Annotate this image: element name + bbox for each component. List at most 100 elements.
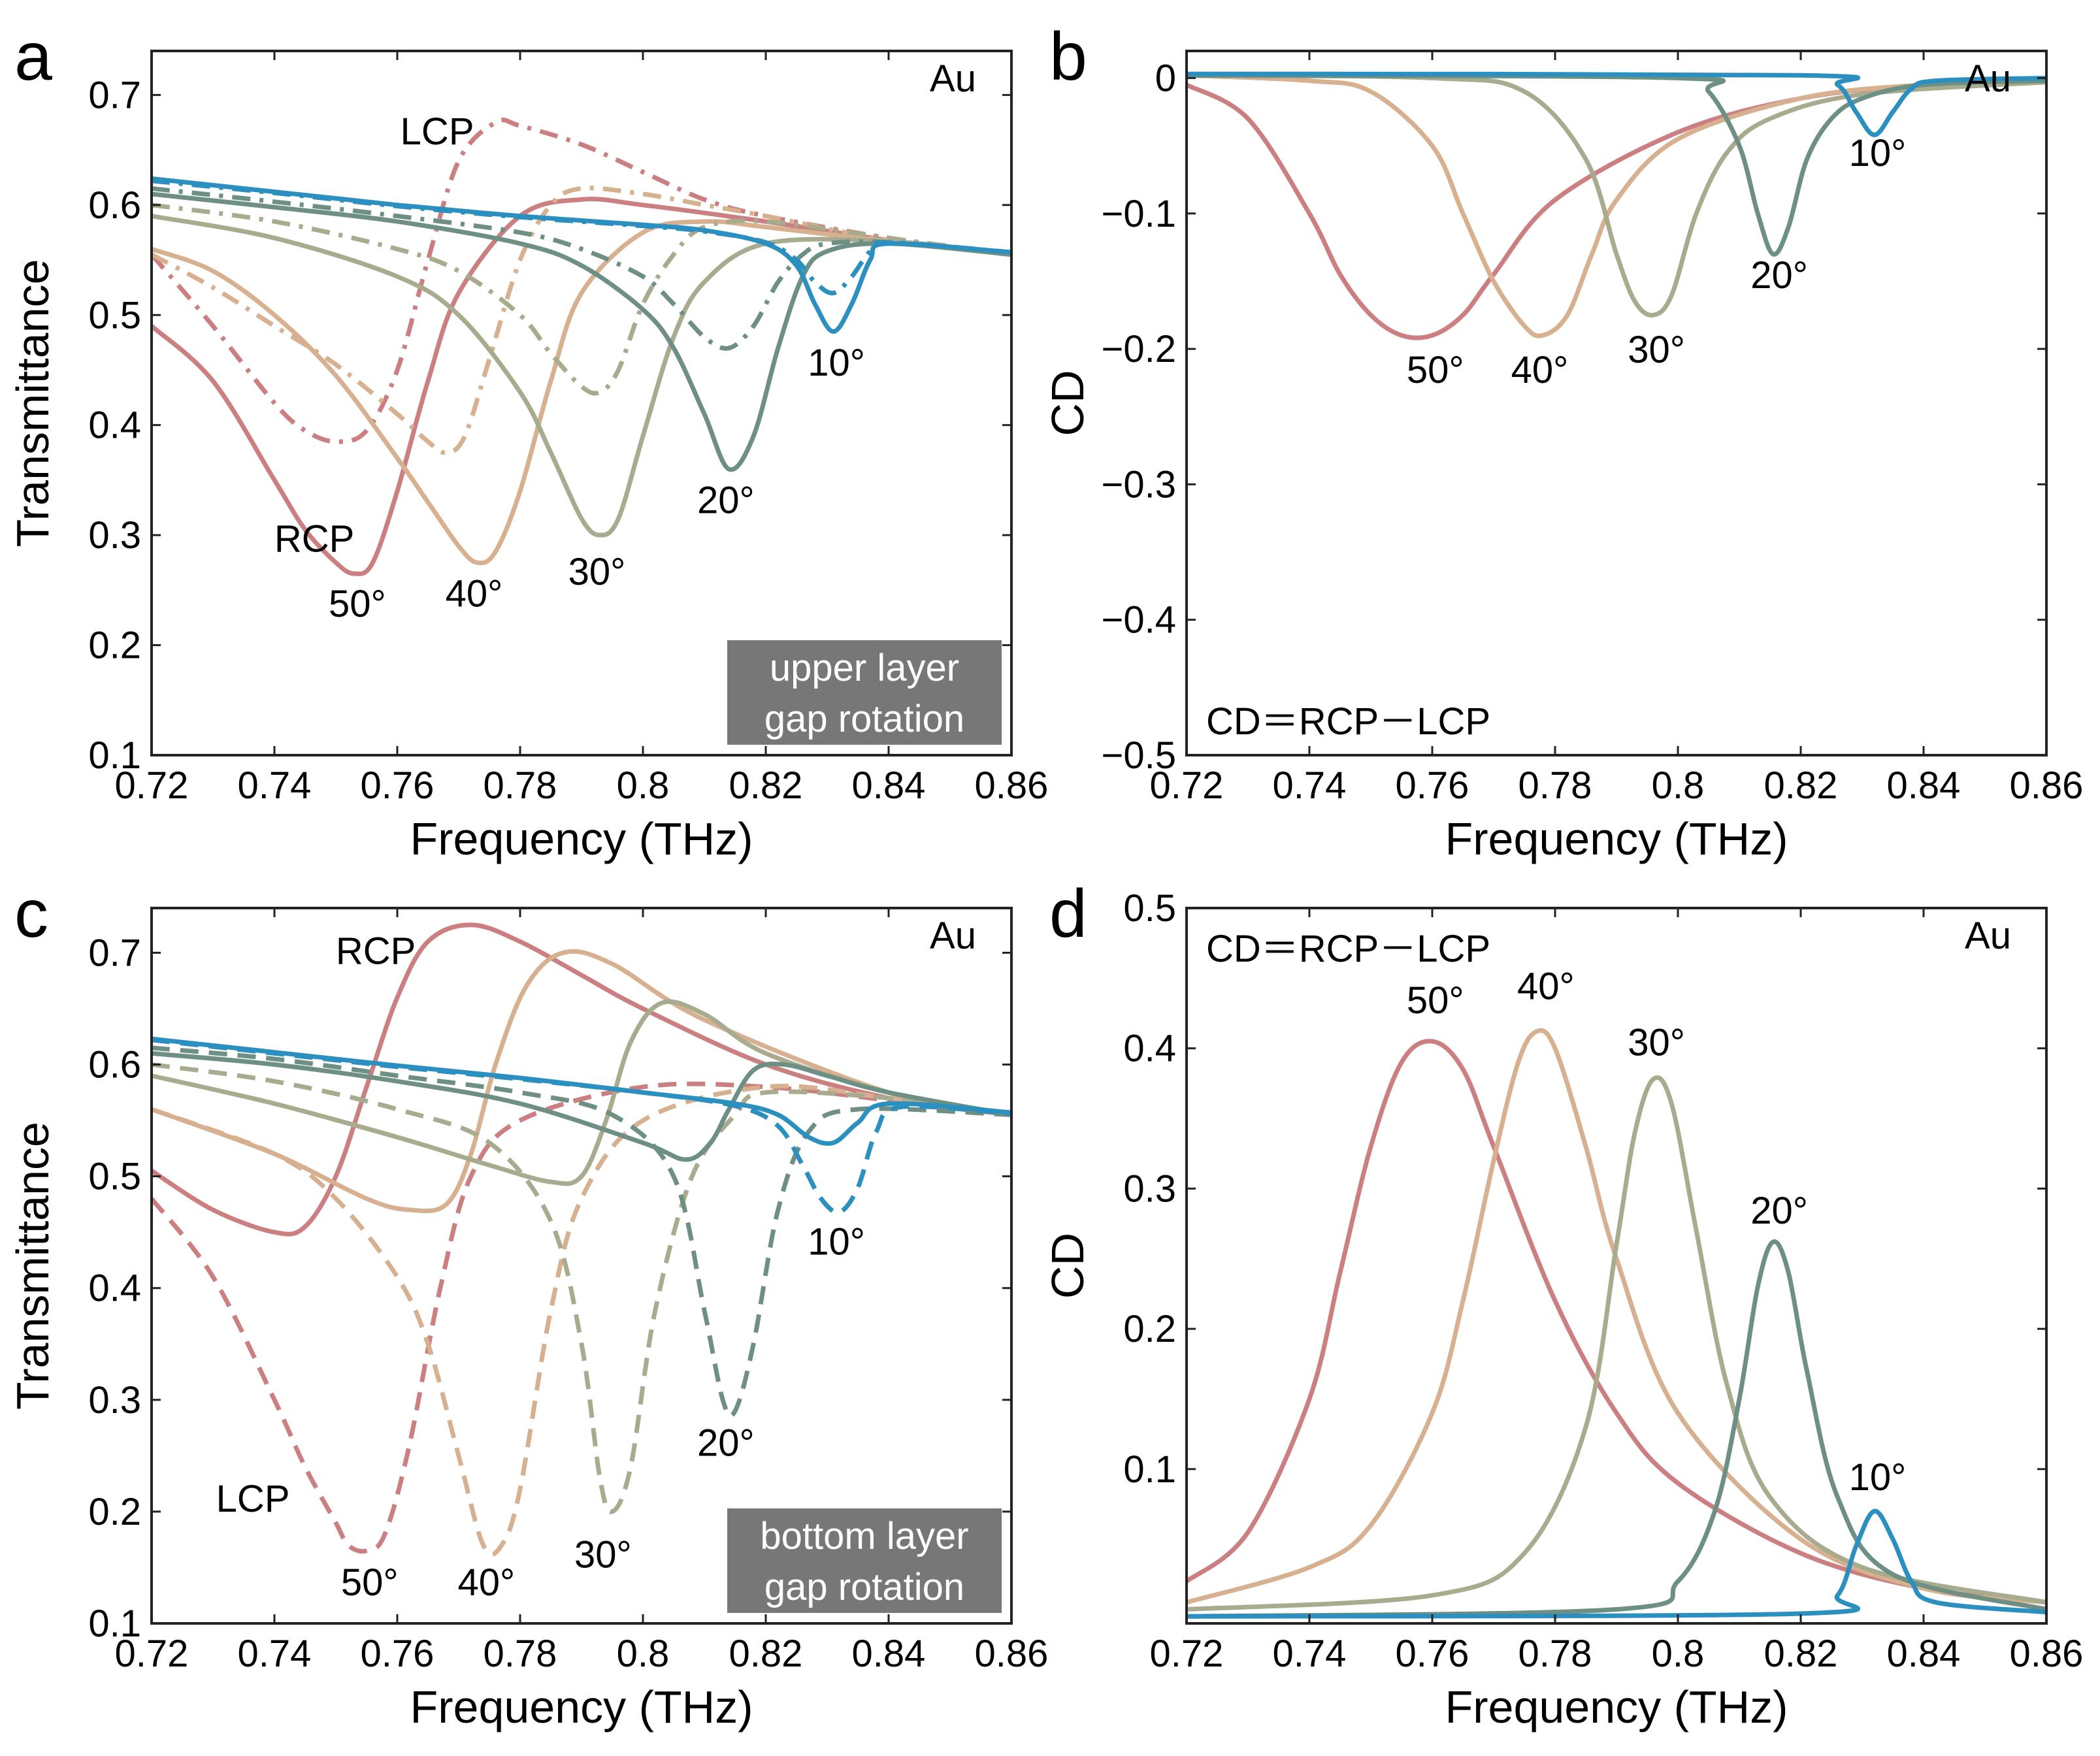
- series-line-20-: [1187, 73, 2046, 257]
- series-line-40-lcp: [152, 1084, 1011, 1557]
- series-line-40-lcp: [152, 186, 1011, 455]
- y-tick-label: 0.7: [88, 74, 141, 116]
- series-line-20-: [1187, 1239, 2046, 1619]
- series-line-40-: [1187, 73, 2046, 338]
- curve-label: RCP: [274, 517, 354, 560]
- x-tick-label: 0.76: [361, 1633, 435, 1675]
- x-tick-label: 0.78: [1518, 1633, 1592, 1675]
- series-line-50-: [1187, 78, 2046, 340]
- y-tick-label: 0.1: [88, 1602, 141, 1645]
- x-tick-label: 0.84: [1887, 764, 1961, 807]
- annotation-box: [727, 1508, 1002, 1613]
- series-line-40-: [1187, 1028, 2046, 1605]
- x-axis-title: Frequency (THz): [1445, 813, 1788, 864]
- series-line-40-rcp: [152, 219, 1011, 566]
- panel-d: 0.72 0.74 0.76 0.78 0.8 0.82 0.84 0.86 0.1 0.2 0.3…: [1042, 876, 2083, 1732]
- series-line-10-: [1187, 1508, 2046, 1619]
- y-tick-label: 0.2: [88, 625, 141, 667]
- curve-label: 40°: [446, 573, 503, 615]
- y-tick-label: 0.2: [1123, 1308, 1176, 1350]
- x-tick-label: 0.76: [1396, 764, 1469, 807]
- curve-label: 50°: [341, 1561, 399, 1604]
- metal-label: Au: [1965, 915, 2011, 957]
- x-tick-label: 0.78: [484, 1633, 557, 1675]
- curve-label: 20°: [697, 479, 755, 521]
- annotation-box-line: bottom layer: [760, 1515, 968, 1557]
- panel-a: 0.72 0.74 0.76 0.78 0.8 0.82 0.84 0.86 0.1 0.2 0.3…: [7, 19, 1048, 864]
- y-tick-label: 0.4: [88, 404, 141, 447]
- curve-label: 30°: [574, 1533, 632, 1576]
- curve-label: 10°: [1849, 1456, 1907, 1499]
- panel-letter: d: [1049, 876, 1087, 952]
- curve-label: 30°: [568, 551, 626, 593]
- y-tick-label: 0: [1155, 57, 1176, 99]
- x-tick-label: 0.74: [1273, 764, 1347, 807]
- panel-c: 0.72 0.74 0.76 0.78 0.8 0.82 0.84 0.86 0.1 0.2 0.3…: [7, 876, 1048, 1732]
- x-tick-label: 0.76: [361, 764, 435, 807]
- x-tick-label: 0.74: [238, 1633, 312, 1675]
- series-group: [152, 118, 1011, 576]
- x-tick-label: 0.74: [1273, 1633, 1347, 1675]
- formula-label: CD＝RCP－LCP: [1206, 928, 1490, 970]
- series-group: [1187, 1028, 2046, 1619]
- y-tick-label: 0.3: [88, 514, 141, 557]
- curve-label: RCP: [336, 930, 416, 973]
- series-group: [1187, 71, 2046, 340]
- y-tick-label: 0.6: [88, 184, 141, 227]
- x-tick-label: 0.74: [238, 764, 312, 807]
- curve-label: 10°: [808, 342, 865, 384]
- x-tick-label: 0.72: [115, 764, 189, 807]
- y-axis-title: Transmittance: [7, 259, 58, 547]
- series-line-50-: [1187, 1039, 2046, 1605]
- series-line-50-lcp: [152, 1081, 1011, 1554]
- y-tick-label: −0.5: [1102, 734, 1177, 777]
- x-tick-label: 0.82: [1764, 1633, 1838, 1675]
- x-tick-label: 0.78: [1518, 764, 1592, 807]
- metal-label: Au: [930, 915, 976, 957]
- series-line-10-: [1187, 71, 2046, 137]
- x-tick-label: 0.78: [484, 764, 557, 807]
- curve-label: 50°: [1407, 979, 1464, 1022]
- y-tick-label: −0.4: [1102, 599, 1177, 642]
- axes-frame: [150, 50, 1013, 756]
- series-line-30-lcp: [152, 1062, 1011, 1514]
- y-tick-label: 0.6: [88, 1044, 141, 1086]
- series-line-50-rcp: [152, 922, 1011, 1237]
- panel-letter: c: [14, 876, 48, 952]
- x-tick-label: 0.82: [729, 1633, 803, 1675]
- series-line-30-: [1187, 73, 2046, 318]
- curve-label: 10°: [1849, 132, 1907, 174]
- annotation-box: [727, 640, 1002, 745]
- curve-label: LCP: [216, 1478, 290, 1520]
- x-tick-label: 0.8: [617, 1633, 670, 1675]
- series-line-10-lcp: [152, 178, 1011, 296]
- y-axis-title: Transmittance: [7, 1122, 58, 1410]
- curve-label: LCP: [401, 110, 474, 153]
- series-line-30-lcp: [152, 203, 1011, 396]
- y-tick-label: 0.3: [1123, 1167, 1176, 1210]
- x-tick-label: 0.82: [1764, 764, 1838, 807]
- y-tick-label: 0.2: [88, 1491, 141, 1533]
- x-tick-label: 0.72: [1150, 764, 1224, 807]
- curve-label: 50°: [329, 583, 386, 625]
- y-axis-title: CD: [1042, 1233, 1093, 1299]
- y-tick-label: 0.7: [88, 932, 141, 974]
- y-tick-label: 0.5: [88, 294, 141, 336]
- y-tick-label: 0.4: [88, 1267, 141, 1310]
- axes-frame: [1185, 907, 2048, 1625]
- curve-label: 20°: [697, 1422, 755, 1464]
- metal-label: Au: [1965, 57, 2011, 100]
- series-line-20-lcp: [152, 186, 1011, 351]
- x-tick-label: 0.86: [975, 1633, 1049, 1675]
- curve-label: 30°: [1628, 1021, 1685, 1064]
- y-tick-label: 0.5: [1123, 887, 1176, 930]
- x-tick-label: 0.84: [852, 1633, 926, 1675]
- x-tick-label: 0.8: [617, 764, 670, 807]
- annotation-box-line: gap rotation: [764, 1566, 964, 1608]
- x-tick-label: 0.76: [1396, 1633, 1469, 1675]
- series-line-20-rcp: [152, 1050, 1011, 1162]
- axes-frame: [1185, 50, 2048, 756]
- y-tick-label: 0.5: [88, 1156, 141, 1198]
- annotation-box-line: gap rotation: [764, 698, 964, 740]
- metal-label: Au: [930, 57, 976, 100]
